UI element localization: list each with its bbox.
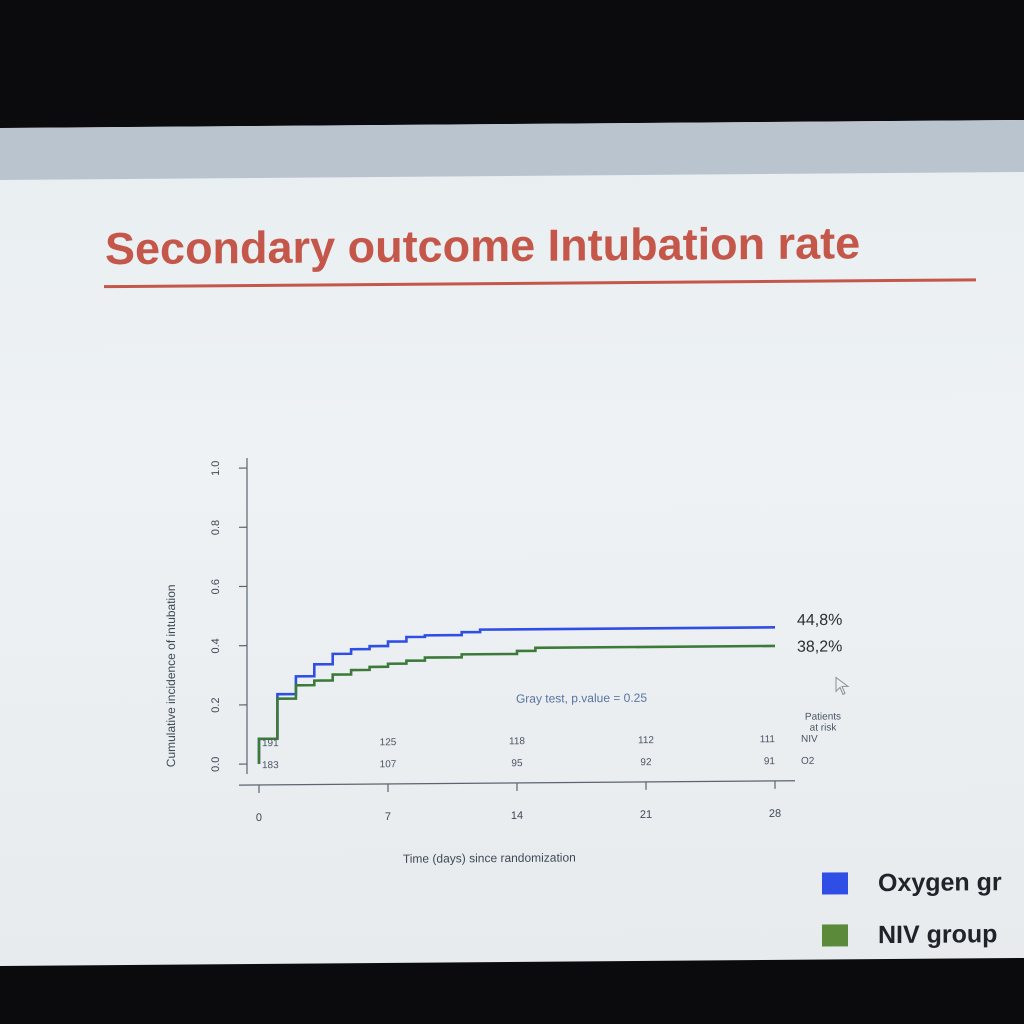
cumulative-incidence-chart: 0.0 0.2 0.4 0.6 0.8 1.0 0 7 14 21 28 44,8% 38,2% P… [164, 458, 842, 866]
legend-label-oxygen: Oxygen gr [878, 867, 1002, 897]
series-line-niv [257, 644, 775, 764]
legend-swatch-niv [822, 924, 848, 947]
risk-table-value: 107 [380, 759, 397, 770]
gray-test-annotation: Gray test, p.value = 0.25 [516, 691, 647, 706]
y-tick-label: 0.6 [210, 579, 222, 594]
x-axis-ticks: 0 7 14 21 28 [256, 780, 781, 824]
legend-label-niv: NIV group [878, 919, 998, 949]
risk-table-value: 118 [509, 736, 525, 747]
risk-table-value: 191 [262, 738, 279, 749]
slide-title: Secondary outcome Intubation rate [105, 217, 861, 275]
y-tick-label: 0.4 [210, 638, 222, 653]
end-label-niv: 38,2% [797, 638, 842, 655]
risk-table-header: at risk [810, 722, 838, 733]
end-label-oxygen: 44,8% [797, 612, 842, 629]
risk-table-value: 91 [764, 756, 776, 767]
legend-item-niv: NIV group [822, 914, 1024, 956]
risk-table-value: 112 [638, 735, 654, 746]
x-tick-label: 7 [385, 811, 391, 823]
risk-table-value: 111 [760, 734, 776, 745]
series-end-labels: 44,8% 38,2% [797, 612, 842, 656]
risk-table-value: 95 [511, 758, 523, 769]
mouse-cursor-icon [835, 676, 850, 696]
x-tick-label: 21 [640, 809, 652, 821]
x-tick-label: 0 [256, 812, 262, 824]
risk-table-row-label: NIV [801, 734, 818, 745]
y-axis-label: Cumulative incidence of intubation [164, 584, 178, 767]
presentation-slide: Secondary outcome Intubation rate 0.0 0.2… [0, 119, 1024, 967]
risk-table-value: 183 [262, 760, 279, 771]
x-axis-label: Time (days) since randomization [403, 850, 576, 865]
risk-table-row-label: O2 [801, 756, 815, 767]
risk-table-value: 125 [380, 737, 397, 748]
title-underline [104, 278, 976, 289]
y-tick-label: 1.0 [210, 461, 222, 476]
slide-top-bar [0, 119, 1024, 180]
legend-item-oxygen: Oxygen gr [822, 862, 1024, 904]
y-axis-ticks: 0.0 0.2 0.4 0.6 0.8 1.0 [210, 461, 247, 772]
y-tick-label: 0.8 [210, 520, 222, 535]
y-tick-label: 0.2 [210, 697, 222, 712]
y-tick-label: 0.0 [210, 757, 222, 772]
x-tick-label: 28 [769, 808, 781, 820]
risk-table-value: 92 [640, 757, 652, 768]
legend-swatch-oxygen [822, 872, 848, 895]
risk-table-header: Patients [805, 711, 841, 722]
x-tick-label: 14 [511, 810, 523, 822]
chart-series [257, 626, 775, 764]
